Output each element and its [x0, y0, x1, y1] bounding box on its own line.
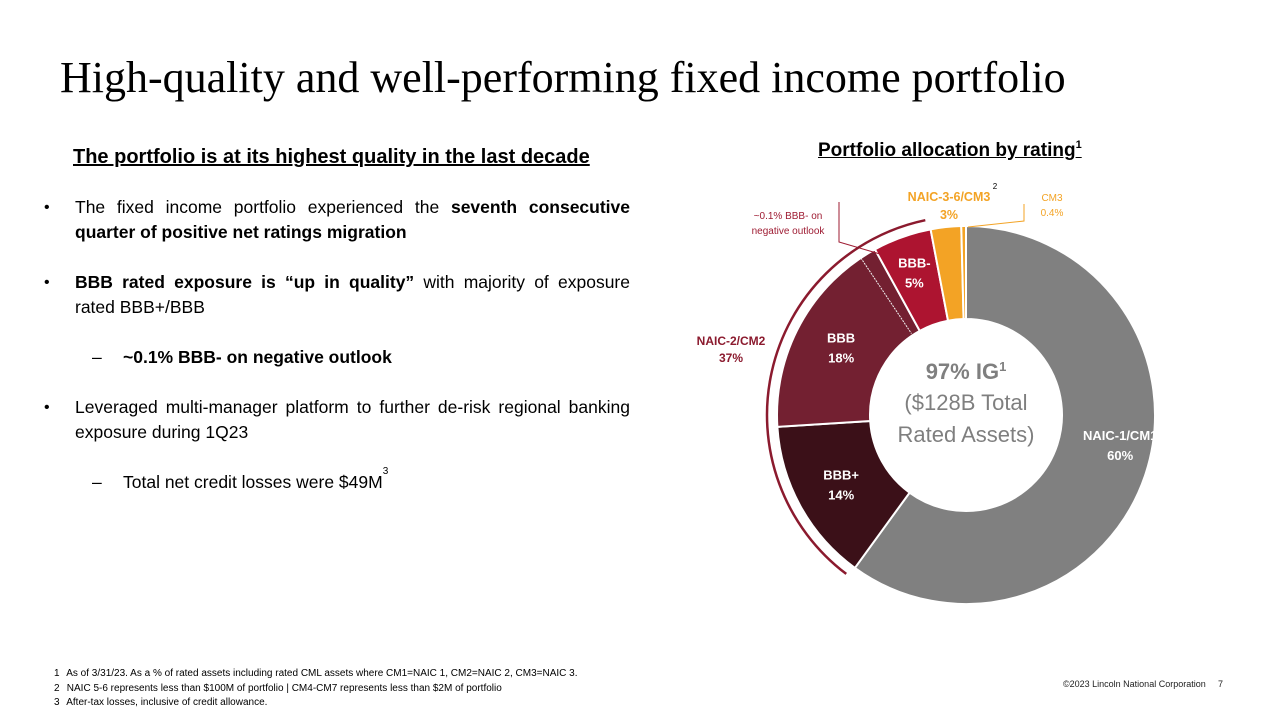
footnote-text: As of 3/31/23. As a % of rated assets in…	[66, 668, 578, 679]
naic2-label: NAIC-2/CM2	[697, 334, 766, 348]
bullet-text: with majority of exposure rated BBB+/BBB	[75, 272, 630, 317]
footnote-text: After-tax losses, inclusive of credit al…	[66, 697, 268, 708]
chart-title: Portfolio allocation by rating1	[818, 139, 1082, 163]
page-number: 7	[1218, 679, 1224, 689]
bullet-marker: •	[44, 199, 50, 216]
center-total-line1: ($128B Total	[904, 390, 1027, 415]
slice-label: NAIC-1/CM1	[1083, 428, 1157, 443]
bullet-text: Leveraged multi-manager platform to furt…	[75, 397, 630, 442]
slice-label: BBB-	[898, 256, 931, 271]
section-heading: The portfolio is at its highest quality …	[73, 146, 590, 168]
bullet-text: Total net credit losses were $49M	[123, 472, 383, 492]
footnote-3: 3 After-tax losses, inclusive of credit …	[54, 696, 577, 711]
bullet-marker: •	[44, 274, 50, 291]
cm3-leader-line	[967, 204, 1025, 228]
center-ig-label: 97% IG1	[926, 359, 1007, 384]
outlook-sliver	[860, 257, 912, 334]
bullet-bold-text: BBB rated exposure is “up in quality”	[75, 272, 415, 292]
slice-value: 14%	[828, 488, 854, 503]
slice-value: 18%	[828, 350, 854, 365]
bullet-marker: •	[44, 399, 50, 416]
bullet-bold-text: ~0.1% BBB- on negative outlook	[123, 347, 392, 367]
naic3-value: 3%	[940, 208, 958, 222]
slice-value: 60%	[1107, 448, 1133, 463]
sub-bullet-credit-losses: – Total net credit losses were $49M3	[92, 467, 630, 495]
bullet-bbb-exposure: • BBB rated exposure is “up in quality” …	[44, 270, 630, 320]
slice-label: BBB	[827, 330, 855, 345]
copyright: ©2023 Lincoln National Corporation	[1063, 679, 1206, 689]
center-footnote-ref: 1	[999, 359, 1006, 374]
chart-title-text: Portfolio allocation by rating	[818, 140, 1076, 161]
naic3-footnote-ref: 2	[993, 182, 998, 191]
footnotes: 1 As of 3/31/23. As a % of rated assets …	[54, 667, 577, 711]
bullet-text: The fixed income portfolio experienced t…	[75, 197, 451, 217]
center-total-line2: Rated Assets)	[898, 422, 1035, 447]
footnote-ref: 1	[1075, 139, 1082, 151]
cm3-label: CM3	[1041, 193, 1063, 204]
sub-bullet-negative-outlook: – ~0.1% BBB- on negative outlook	[92, 345, 630, 370]
slice-cm3	[960, 224, 967, 321]
footnote-2: 2 NAIC 5-6 represents less than $100M of…	[54, 682, 577, 697]
footnote-1: 1 As of 3/31/23. As a % of rated assets …	[54, 667, 577, 682]
bullet-bold-text: seventh consecutive quarter of positive …	[75, 197, 631, 242]
footnote-number: 3	[54, 697, 60, 708]
bullet-ratings-migration: • The fixed income portfolio experienced…	[44, 195, 631, 245]
slice-bbb	[776, 248, 922, 428]
outlook-leader-line	[838, 202, 881, 255]
footnote-ref: 3	[382, 466, 389, 477]
slice-naic-1-cm1	[853, 224, 1156, 605]
naic2-value: 37%	[719, 351, 743, 365]
slide-title: High-quality and well-performing fixed i…	[60, 53, 1066, 102]
sub-bullet-marker: –	[92, 347, 102, 367]
footnote-text: NAIC 5-6 represents less than $100M of p…	[66, 682, 502, 694]
sub-bullet-marker: –	[92, 472, 102, 492]
cm3-value: 0.4%	[1041, 208, 1064, 219]
footnote-number: 1	[54, 668, 60, 679]
bullet-multi-manager: • Leveraged multi-manager platform to fu…	[44, 395, 630, 445]
outlook-annotation-line1: ~0.1% BBB- on	[754, 211, 823, 222]
footnote-number: 2	[54, 682, 60, 694]
outlook-annotation-line2: negative outlook	[752, 226, 826, 237]
naic2-bracket	[765, 218, 926, 575]
slice-label: BBB+	[823, 468, 859, 483]
slice-value: 5%	[905, 276, 924, 291]
naic3-label: NAIC-3-6/CM3	[908, 190, 991, 204]
